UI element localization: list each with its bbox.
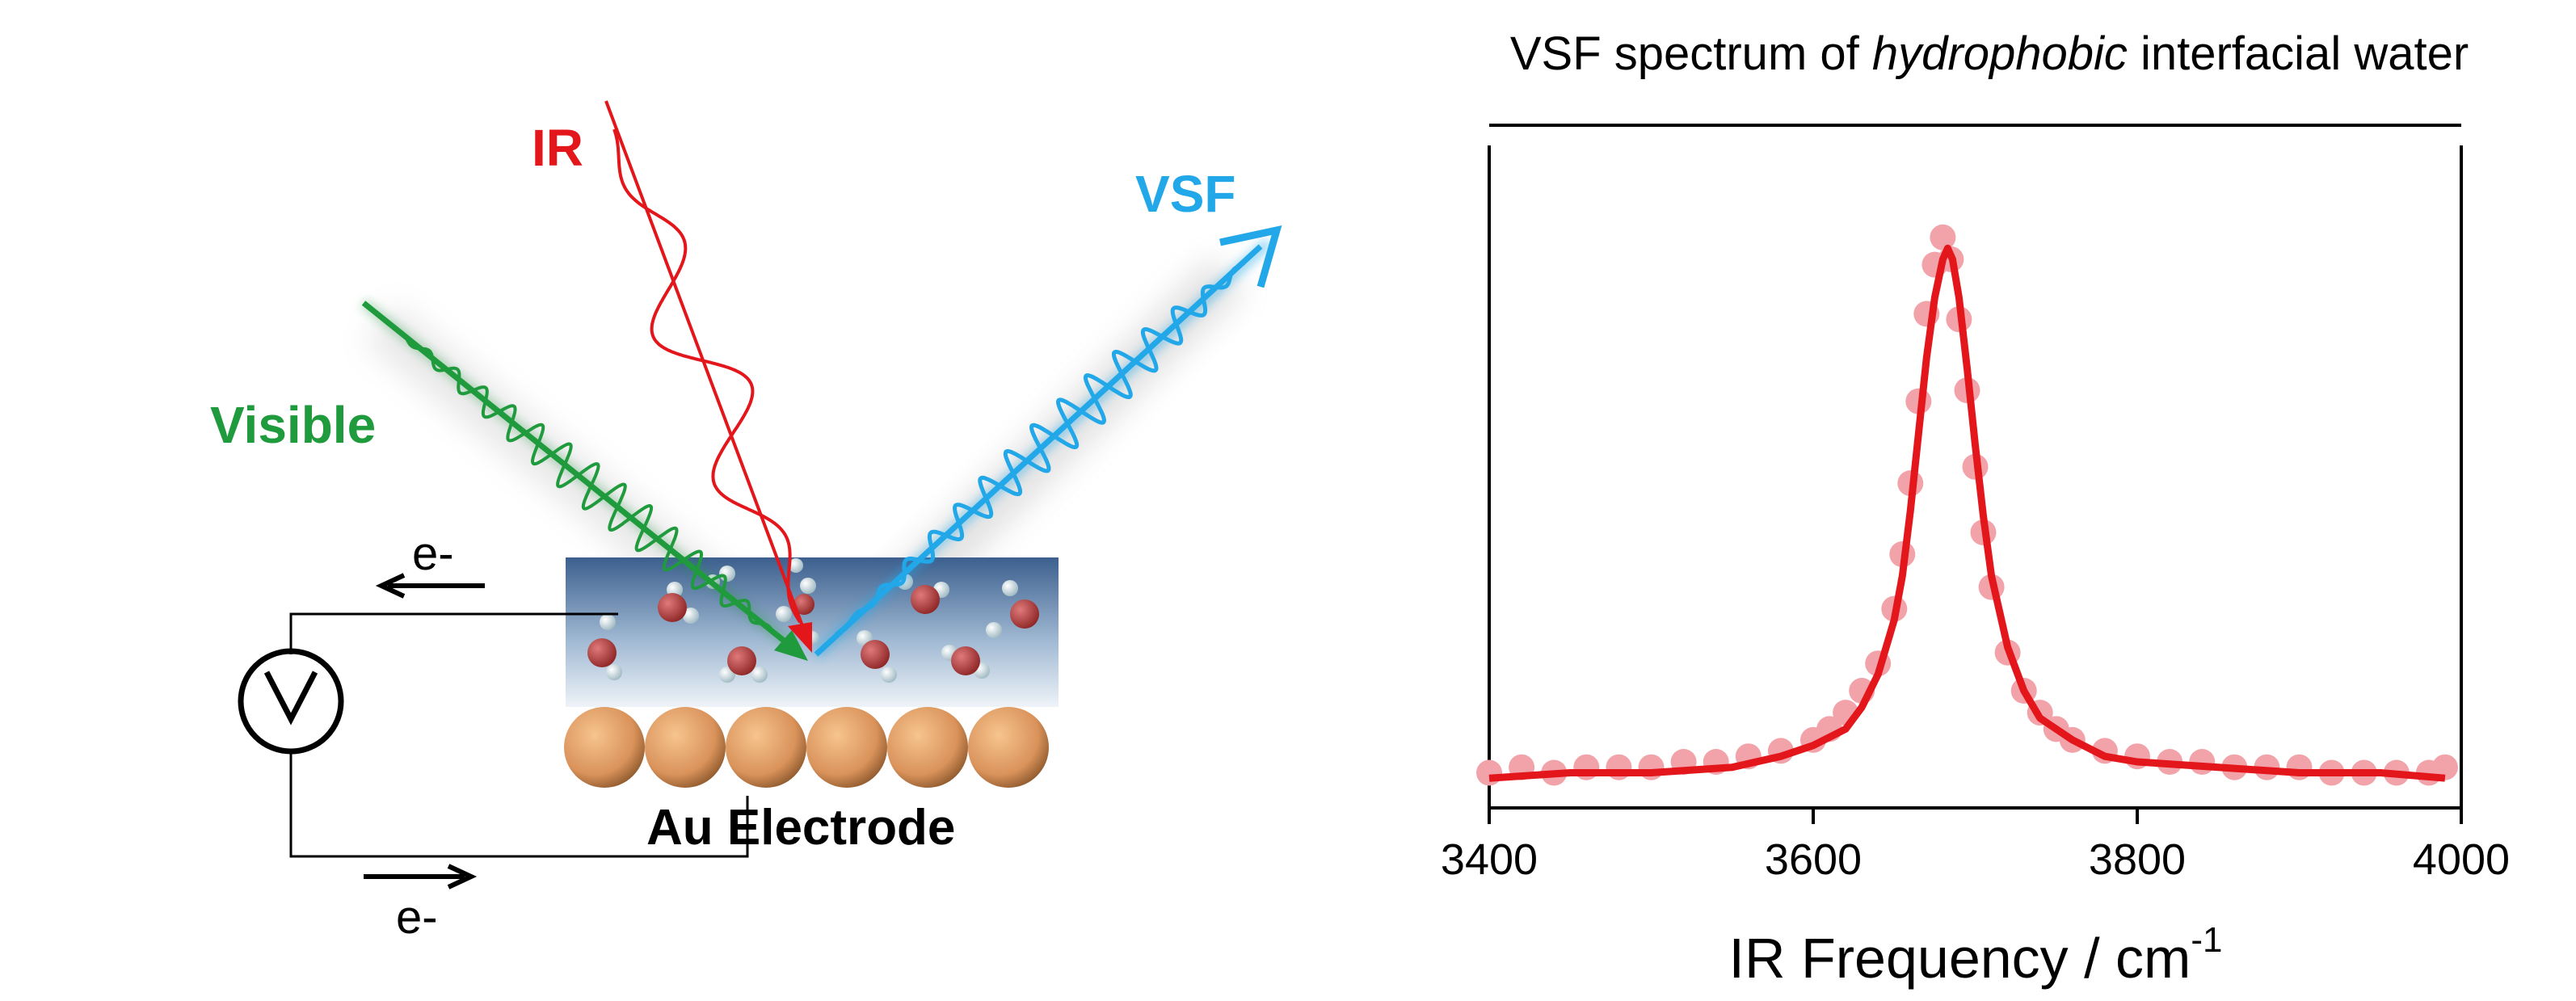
x-axis-label-superscript: -1 — [2191, 920, 2222, 960]
gold-atom — [887, 707, 968, 788]
ir-arrowhead-icon — [788, 622, 812, 653]
vsf-spectrum-chart: VSF spectrum of hydrophobic interfacial … — [1441, 27, 2510, 990]
ir-beam — [604, 100, 812, 653]
ir-beam-axis — [604, 100, 806, 631]
water-molecule — [776, 578, 816, 622]
water-molecule — [587, 614, 622, 680]
circuit-wire-bottom — [289, 751, 749, 858]
arrowhead-icon — [375, 573, 406, 599]
fit-curve — [1488, 244, 2446, 782]
x-tick-label: 3800 — [2089, 835, 2186, 884]
water-molecule — [719, 646, 768, 683]
sfg-schematic: e- e- Au Electrode IR Visible VSF — [210, 100, 1282, 944]
visible-arrowhead-icon — [774, 630, 808, 661]
electrode-label: Au Electrode — [646, 800, 955, 856]
electrochemical-circuit — [238, 612, 749, 858]
vsf-label: VSF — [1135, 165, 1235, 223]
vsf-arrowhead-icon — [1219, 225, 1282, 288]
chart-title-part: VSF spectrum of — [1510, 27, 1872, 80]
chart-title-part: interfacial water — [2128, 27, 2469, 80]
data-point — [1930, 224, 1956, 250]
water-molecule — [941, 645, 990, 679]
voltmeter-icon — [238, 648, 344, 755]
chart-title-emphasis: hydrophobic — [1872, 27, 2128, 80]
voltmeter-symbol — [263, 671, 318, 726]
water-molecule — [857, 630, 897, 683]
chart-title: VSF spectrum of hydrophobic interfacial … — [1510, 27, 2469, 80]
electron-label-bottom: e- — [396, 891, 438, 944]
water-molecule — [658, 582, 699, 624]
x-axis-ticks: 3400 3600 3800 4000 — [1441, 808, 2510, 884]
x-axis-label: IR Frequency / cm-1 — [1729, 920, 2223, 990]
x-axis-label-text: IR Frequency / cm — [1729, 927, 2191, 990]
ir-label: IR — [532, 119, 583, 177]
x-tick-label: 4000 — [2413, 835, 2510, 884]
visible-beam — [360, 299, 808, 661]
gold-atom — [968, 707, 1049, 788]
arrowhead-icon — [447, 864, 478, 890]
visible-label: Visible — [210, 396, 376, 454]
circuit-wire-top — [289, 612, 618, 654]
data-point — [2431, 754, 2458, 780]
data-point — [2189, 749, 2216, 775]
gold-electrode-atoms — [564, 707, 1049, 788]
visible-beam-wave — [378, 315, 777, 636]
gold-atom — [645, 707, 726, 788]
ir-beam-wave — [612, 128, 802, 624]
data-point — [1476, 759, 1502, 786]
x-tick-label: 3600 — [1765, 835, 1862, 884]
measured-points — [1476, 224, 2458, 786]
gold-atom — [806, 707, 887, 788]
x-tick-label: 3400 — [1441, 835, 1538, 884]
vsf-beam-wave — [835, 261, 1246, 636]
electron-flow-arrows — [364, 573, 485, 890]
water-molecule — [986, 580, 1039, 638]
gold-atom — [726, 707, 806, 788]
plot-frame — [1488, 124, 2463, 810]
vsf-beam — [812, 225, 1282, 659]
gold-atom — [564, 707, 645, 788]
electron-label-top: e- — [412, 528, 454, 580]
